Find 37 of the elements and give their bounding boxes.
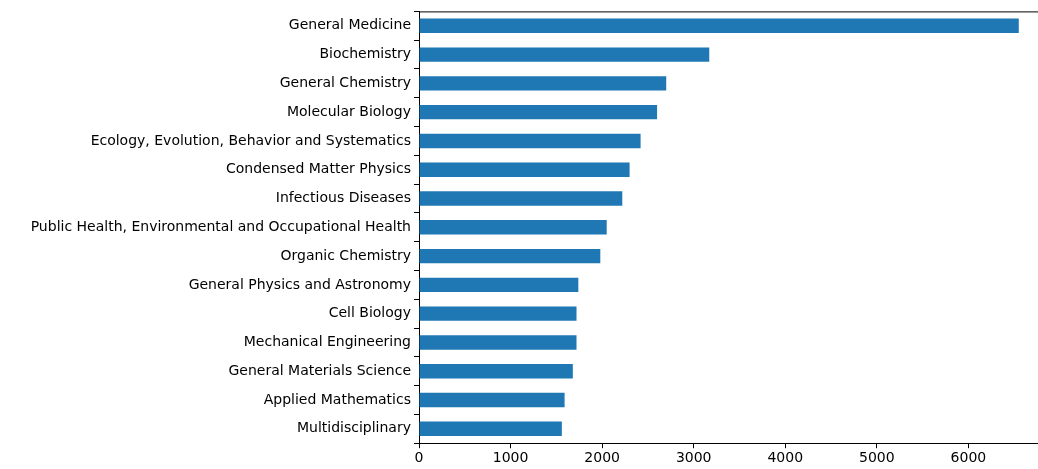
bar xyxy=(419,335,577,350)
y-tick-label: Organic Chemistry xyxy=(280,246,411,263)
bar xyxy=(419,277,579,293)
bar xyxy=(419,47,710,62)
y-tick-label: General Materials Science xyxy=(228,361,411,378)
y-tick-label: Ecology, Evolution, Behavior and Systematics xyxy=(90,131,411,148)
x-tick-label: 0 xyxy=(414,449,424,466)
bar xyxy=(419,248,601,264)
y-tick-label: Molecular Biology xyxy=(286,102,411,119)
y-tick-label: Biochemistry xyxy=(319,45,411,62)
y-tick-label: Cell Biology xyxy=(328,304,411,321)
bar xyxy=(419,133,641,149)
y-tick-label: Public Health, Environmental and Occupational Health xyxy=(30,217,411,234)
bar xyxy=(419,76,667,91)
y-tick-label: Mechanical Engineering xyxy=(243,333,411,350)
y-tick-label: Condensed Matter Physics xyxy=(225,160,411,177)
bar xyxy=(419,191,623,206)
bar xyxy=(419,306,577,321)
bar xyxy=(419,18,1019,33)
bar xyxy=(419,220,607,235)
y-tick-label: Multidisciplinary xyxy=(296,419,411,436)
y-tick-label: General Physics and Astronomy xyxy=(188,275,411,292)
x-tick-label: 4000 xyxy=(767,449,804,466)
bar xyxy=(419,364,573,379)
y-tick-label: General Chemistry xyxy=(279,74,411,91)
bar xyxy=(419,104,658,120)
x-tick-label: 3000 xyxy=(675,449,712,466)
y-tick-label: Infectious Diseases xyxy=(275,189,411,206)
x-tick-label: 2000 xyxy=(584,449,620,466)
x-tick-label: 6000 xyxy=(950,449,987,466)
x-tick-label: 5000 xyxy=(859,449,895,466)
y-tick-label: Applied Mathematics xyxy=(263,390,411,407)
x-tick-label: 1000 xyxy=(492,449,529,466)
bar xyxy=(419,392,565,408)
bar xyxy=(419,421,562,436)
y-tick-label: General Medicine xyxy=(288,16,411,33)
bar xyxy=(419,162,630,177)
